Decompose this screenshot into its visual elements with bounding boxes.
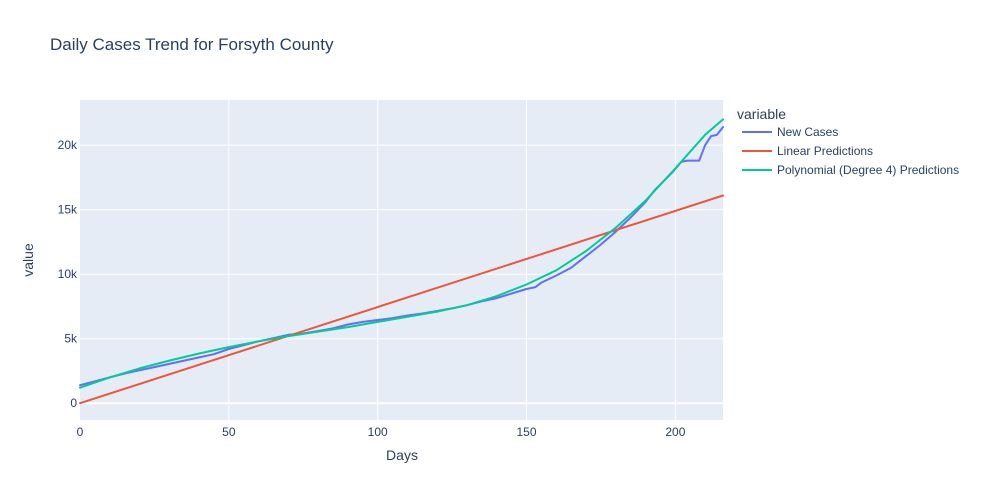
legend-label: Linear Predictions [777, 144, 873, 158]
y-tick-label: 5k [64, 332, 78, 346]
y-tick-label: 0 [70, 396, 77, 410]
legend-item-0[interactable]: New Cases [742, 125, 838, 139]
y-tick-label: 20k [58, 138, 78, 152]
legend-label: New Cases [777, 125, 838, 139]
legend-label: Polynomial (Degree 4) Predictions [777, 163, 959, 177]
x-tick-label: 100 [368, 425, 388, 439]
x-tick-label: 0 [77, 425, 84, 439]
plot-area [80, 100, 723, 420]
x-tick-label: 150 [517, 425, 537, 439]
y-axis-ticks: 0 5k 10k 15k 20k [58, 138, 78, 410]
x-axis-ticks: 0 50 100 150 200 [77, 425, 686, 439]
legend[interactable]: variable New Cases Linear Predictions Poly… [737, 106, 959, 177]
series-line-1[interactable] [79, 194, 724, 405]
y-tick-label: 15k [58, 203, 78, 217]
legend-items[interactable]: New Cases Linear Predictions Polynomial (D… [742, 125, 959, 177]
x-tick-label: 50 [222, 425, 236, 439]
legend-item-2[interactable]: Polynomial (Degree 4) Predictions [742, 163, 959, 177]
series-line-2[interactable] [79, 118, 724, 389]
y-tick-label: 10k [58, 267, 78, 281]
x-axis-title: Days [386, 447, 418, 463]
y-axis-title: value [20, 243, 36, 277]
series-layer [79, 118, 724, 405]
legend-title: variable [737, 106, 786, 122]
x-tick-label: 200 [665, 425, 685, 439]
chart-title: Daily Cases Trend for Forsyth County [50, 35, 334, 54]
legend-item-1[interactable]: Linear Predictions [742, 144, 873, 158]
